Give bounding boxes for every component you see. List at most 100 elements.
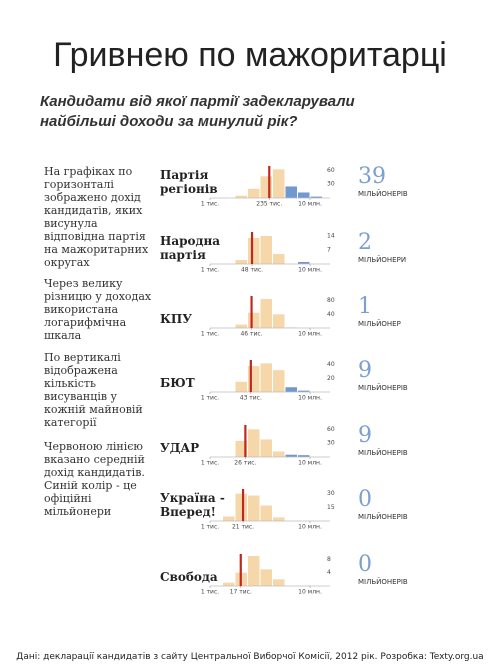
y-tick-label: 15: [327, 504, 335, 511]
x-tick-label: 10 млн.: [298, 331, 322, 338]
bar: [273, 314, 285, 328]
bar: [235, 493, 248, 521]
x-tick-label: 26 тис.: [234, 460, 256, 467]
bar: [260, 176, 272, 198]
note: Через велику різницю у доходах використа…: [44, 277, 152, 342]
bar: [273, 254, 285, 264]
bar: [235, 195, 248, 198]
party-name: Партія регіонів: [160, 168, 218, 196]
y-tick-label: 4: [327, 569, 331, 576]
millionaires-label: МІЛЬЙОНЕРІВ: [358, 190, 408, 198]
bar: [298, 192, 310, 198]
millionaires-count: 0: [358, 552, 372, 577]
x-tick-label: 1 тис.: [201, 331, 219, 338]
x-tick-label: 17 тис.: [230, 589, 252, 596]
x-tick-label: 10 млн.: [298, 395, 322, 402]
millionaires-count: 39: [358, 164, 386, 189]
source: Дані: декларації кандидатів з сайту Цент…: [16, 652, 484, 662]
party-name: БЮТ: [160, 376, 195, 390]
bar: [260, 236, 272, 264]
party-name: КПУ: [160, 312, 192, 326]
bar: [273, 169, 285, 198]
x-tick-label: 1 тис.: [201, 201, 219, 208]
millionaires-label: МІЛЬЙОНЕРИ: [358, 256, 407, 264]
x-tick-label: 21 тис.: [232, 524, 254, 531]
note: По вертикалі відображена кількість висув…: [44, 351, 143, 429]
bar: [273, 517, 285, 521]
bar: [248, 495, 260, 521]
millionaires-count: 2: [358, 230, 372, 255]
bar: [273, 370, 285, 392]
bar: [248, 238, 260, 264]
bar: [235, 381, 248, 392]
y-tick-label: 8: [327, 556, 331, 563]
x-tick-label: 1 тис.: [201, 395, 219, 402]
y-tick-label: 14: [327, 233, 335, 240]
x-tick-label: 1 тис.: [201, 589, 219, 596]
y-tick-label: 30: [327, 490, 335, 497]
bar: [310, 196, 322, 198]
party-name: Україна - Вперед!: [160, 491, 225, 519]
party-name: УДАР: [160, 441, 200, 455]
millionaires-label: МІЛЬЙОНЕРІВ: [358, 513, 408, 521]
y-tick-label: 60: [327, 426, 335, 433]
bar: [273, 579, 285, 586]
x-tick-label: 1 тис.: [201, 267, 219, 274]
bar: [298, 390, 310, 392]
x-tick-label: 10 млн.: [298, 524, 322, 531]
millionaires-label: МІЛЬЙОНЕР: [358, 320, 401, 328]
party-name: Народна партія: [160, 234, 221, 262]
bar: [235, 440, 248, 457]
millionaires-label: МІЛЬЙОНЕРІВ: [358, 384, 408, 392]
x-tick-label: 10 млн.: [298, 460, 322, 467]
x-tick-label: 10 млн.: [298, 201, 322, 208]
x-tick-label: 48 тис.: [241, 267, 263, 274]
y-tick-label: 40: [327, 311, 335, 318]
bar: [260, 569, 272, 586]
bar: [273, 451, 285, 457]
x-tick-label: 10 млн.: [298, 589, 322, 596]
bar: [248, 188, 260, 198]
bar: [298, 455, 310, 457]
bar: [260, 439, 272, 457]
title: Гривнею по мажоритарці: [53, 36, 447, 74]
subtitle: Кандидати від якої партії задекларували …: [40, 93, 355, 130]
millionaires-count: 9: [358, 358, 372, 383]
y-tick-label: 20: [327, 375, 335, 382]
bar: [248, 556, 260, 586]
millionaires-count: 9: [358, 423, 372, 448]
note: На графіках по горизонталі зображено дох…: [44, 165, 149, 269]
x-tick-label: 10 млн.: [298, 267, 322, 274]
y-tick-label: 7: [327, 247, 331, 254]
bar: [260, 299, 272, 328]
x-tick-label: 46 тис.: [240, 331, 262, 338]
y-tick-label: 80: [327, 297, 335, 304]
x-tick-label: 1 тис.: [201, 460, 219, 467]
y-tick-label: 30: [327, 440, 335, 447]
bar: [222, 516, 235, 521]
bar: [248, 429, 260, 457]
note: Червоною лінією вказано середній дохід к…: [44, 440, 145, 518]
bar: [285, 454, 297, 457]
millionaires-label: МІЛЬЙОНЕРІВ: [358, 449, 408, 457]
bar: [285, 186, 297, 198]
bar: [235, 260, 248, 264]
bar: [260, 505, 272, 521]
millionaires-count: 1: [358, 294, 372, 319]
bar: [298, 262, 310, 264]
bar: [260, 363, 272, 392]
y-tick-label: 40: [327, 361, 335, 368]
x-tick-label: 1 тис.: [201, 524, 219, 531]
millionaires-label: МІЛЬЙОНЕРІВ: [358, 578, 408, 586]
bar: [248, 366, 260, 392]
y-tick-label: 60: [327, 167, 335, 174]
x-tick-label: 43 тис.: [240, 395, 262, 402]
party-name: Свобода: [160, 570, 218, 584]
bar: [222, 582, 235, 586]
millionaires-count: 0: [358, 487, 372, 512]
bar: [285, 387, 297, 392]
bar: [248, 312, 260, 328]
y-tick-label: 30: [327, 181, 335, 188]
